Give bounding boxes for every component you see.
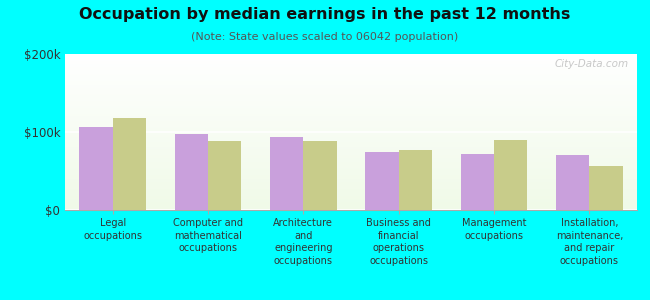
Bar	[304, 141, 337, 210]
Bar	[112, 118, 146, 210]
Bar	[556, 155, 590, 210]
Bar	[365, 152, 398, 210]
Bar	[461, 154, 494, 210]
Text: (Note: State values scaled to 06042 population): (Note: State values scaled to 06042 popu…	[191, 32, 459, 41]
Bar	[494, 140, 527, 210]
Bar	[175, 134, 208, 210]
Bar	[270, 137, 304, 210]
Bar	[208, 141, 241, 210]
Text: City-Data.com: City-Data.com	[554, 59, 629, 69]
Text: Occupation by median earnings in the past 12 months: Occupation by median earnings in the pas…	[79, 8, 571, 22]
Bar	[398, 150, 432, 210]
Bar	[590, 166, 623, 210]
Bar	[79, 127, 112, 210]
